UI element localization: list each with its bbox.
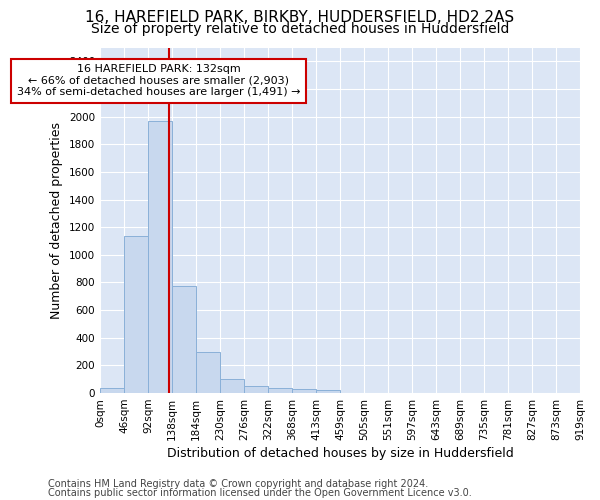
Text: 16 HAREFIELD PARK: 132sqm
← 66% of detached houses are smaller (2,903)
34% of se: 16 HAREFIELD PARK: 132sqm ← 66% of detac… <box>17 64 301 98</box>
Bar <box>196 352 220 393</box>
Bar <box>316 390 340 393</box>
Text: Contains public sector information licensed under the Open Government Licence v3: Contains public sector information licen… <box>48 488 472 498</box>
Bar <box>100 388 124 393</box>
Text: Size of property relative to detached houses in Huddersfield: Size of property relative to detached ho… <box>91 22 509 36</box>
Text: 16, HAREFIELD PARK, BIRKBY, HUDDERSFIELD, HD2 2AS: 16, HAREFIELD PARK, BIRKBY, HUDDERSFIELD… <box>85 10 515 25</box>
Bar <box>148 121 172 393</box>
Bar <box>220 379 244 393</box>
X-axis label: Distribution of detached houses by size in Huddersfield: Distribution of detached houses by size … <box>167 447 514 460</box>
Bar <box>124 236 148 393</box>
Bar <box>292 389 316 393</box>
Bar <box>268 388 292 393</box>
Bar <box>244 386 268 393</box>
Y-axis label: Number of detached properties: Number of detached properties <box>50 122 64 319</box>
Text: Contains HM Land Registry data © Crown copyright and database right 2024.: Contains HM Land Registry data © Crown c… <box>48 479 428 489</box>
Bar <box>172 286 196 393</box>
